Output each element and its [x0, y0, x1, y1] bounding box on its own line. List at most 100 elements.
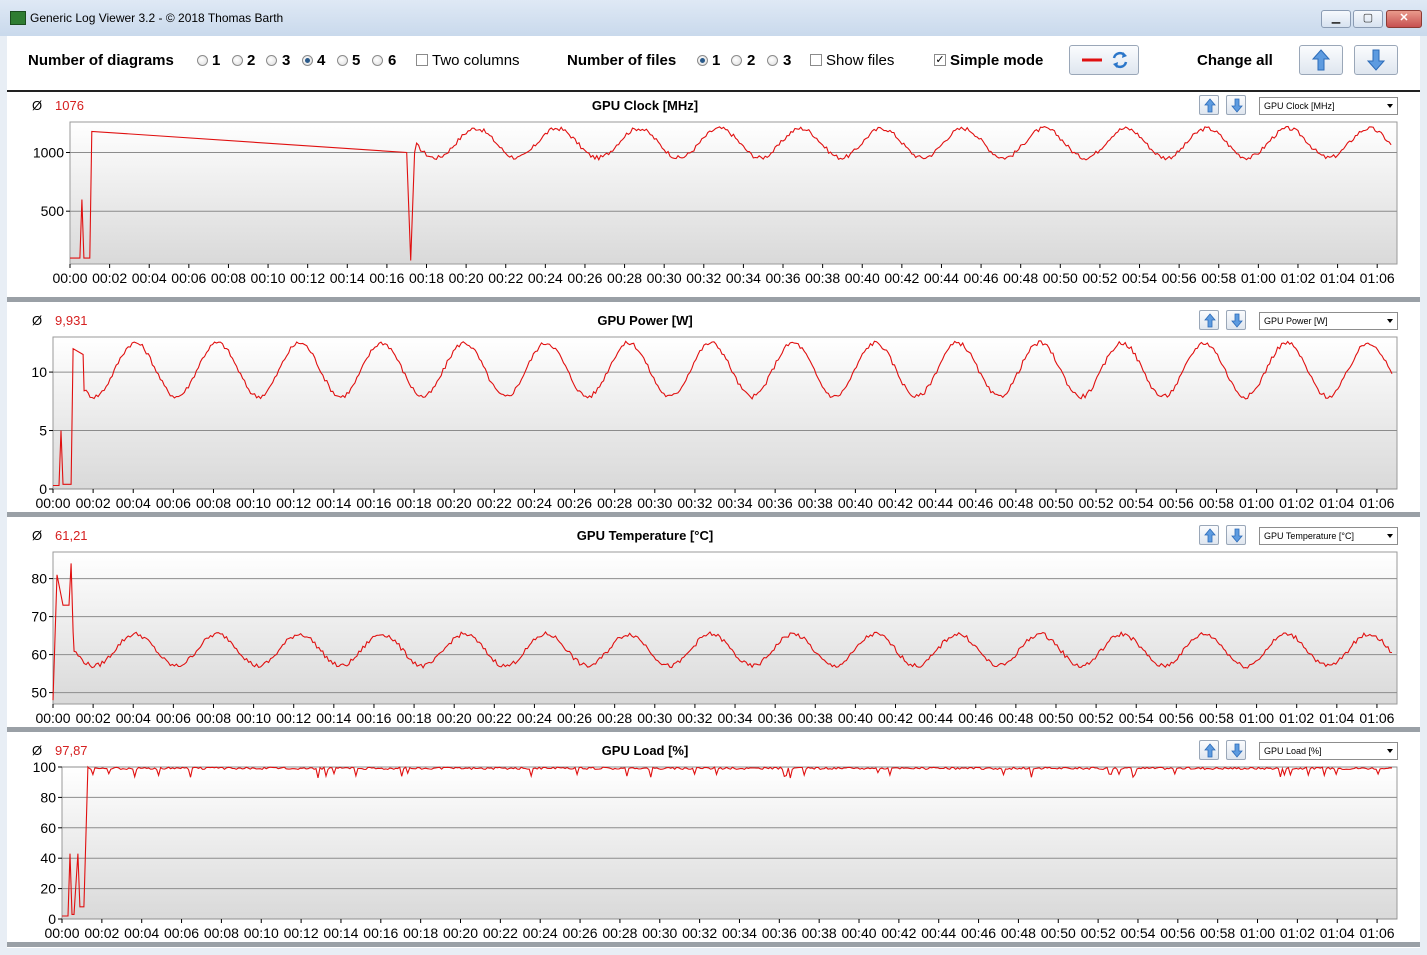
- series-select-value: GPU Clock [MHz]: [1264, 101, 1335, 111]
- chevron-down-icon: [1387, 319, 1393, 323]
- x-tick-label: 00:14: [316, 495, 351, 511]
- x-tick-label: 00:14: [323, 925, 358, 941]
- series-select[interactable]: GPU Power [W]: [1259, 312, 1398, 330]
- y-tick-label: 40: [40, 850, 56, 866]
- x-tick-label: 01:02: [1279, 495, 1314, 511]
- x-tick-label: 00:02: [76, 710, 111, 726]
- series-select[interactable]: GPU Temperature [°C]: [1259, 527, 1398, 545]
- x-tick-label: 00:20: [443, 925, 478, 941]
- title-bar: Generic Log Viewer 3.2 - © 2018 Thomas B…: [0, 0, 1427, 36]
- move-down-button[interactable]: [1226, 95, 1246, 115]
- close-button[interactable]: ✕: [1386, 10, 1422, 28]
- y-tick-label: 5: [39, 423, 47, 439]
- x-tick-label: 00:26: [563, 925, 598, 941]
- series-select[interactable]: GPU Clock [MHz]: [1259, 97, 1398, 115]
- file-radio-3[interactable]: [767, 55, 778, 66]
- x-tick-label: 00:34: [726, 270, 761, 286]
- move-up-button[interactable]: [1199, 740, 1219, 760]
- arrow-down-icon: [1231, 528, 1243, 543]
- x-tick-label: 00:24: [523, 925, 558, 941]
- x-tick-label: 01:00: [1240, 925, 1275, 941]
- y-tick-label: 50: [31, 685, 47, 701]
- maximize-button[interactable]: ▢: [1353, 10, 1383, 28]
- diagram-radio-1[interactable]: [197, 55, 208, 66]
- move-down-button[interactable]: [1226, 310, 1246, 330]
- x-tick-label: 00:54: [1120, 925, 1155, 941]
- line-chart: 50 60 70 80 00:00 00:02 00:04 00:06 00:08 00:10 00…: [31, 551, 1398, 726]
- show-files-checkbox[interactable]: [810, 54, 822, 66]
- series-line: [52, 563, 1393, 701]
- plot-area: [52, 336, 1398, 490]
- simple-mode-checkbox[interactable]: ✓: [934, 54, 946, 66]
- file-radio-2[interactable]: [731, 55, 742, 66]
- x-tick-label: 00:32: [686, 270, 721, 286]
- x-tick-label: 00:12: [284, 925, 319, 941]
- move-down-button[interactable]: [1226, 525, 1246, 545]
- x-tick-label: 00:20: [437, 710, 472, 726]
- x-tick-label: 00:16: [363, 925, 398, 941]
- red-line-icon: [1082, 58, 1102, 62]
- x-tick-label: 00:40: [841, 925, 876, 941]
- diagram-radio-5[interactable]: [337, 55, 348, 66]
- x-tick-label: 00:14: [330, 270, 365, 286]
- x-tick-label: 00:18: [397, 495, 432, 511]
- x-tick-label: 00:54: [1122, 270, 1157, 286]
- diagram-radio-4[interactable]: [302, 55, 313, 66]
- change-all-label: Change all: [1197, 52, 1273, 69]
- x-tick-label: 00:14: [316, 710, 351, 726]
- x-tick-label: 00:30: [637, 495, 672, 511]
- x-tick-label: 00:54: [1119, 710, 1154, 726]
- change-all-down-button[interactable]: [1354, 45, 1398, 75]
- x-tick-label: 00:18: [409, 270, 444, 286]
- arrow-down-icon: [1231, 743, 1243, 758]
- refresh-icon: [1112, 51, 1128, 69]
- move-down-button[interactable]: [1226, 740, 1246, 760]
- move-up-button[interactable]: [1199, 525, 1219, 545]
- x-tick-label: 00:58: [1201, 270, 1236, 286]
- move-up-button[interactable]: [1199, 95, 1219, 115]
- diagram-radio-2[interactable]: [232, 55, 243, 66]
- x-tick-label: 00:20: [449, 270, 484, 286]
- series-select-value: GPU Load [%]: [1264, 746, 1322, 756]
- diagram-radio-label-6: 6: [388, 52, 397, 69]
- file-radio-1[interactable]: [697, 55, 708, 66]
- x-tick-label: 01:04: [1319, 495, 1354, 511]
- x-tick-label: 00:52: [1082, 270, 1117, 286]
- x-tick-label: 01:00: [1239, 710, 1274, 726]
- x-tick-label: 00:00: [44, 925, 79, 941]
- diagram-radio-6[interactable]: [372, 55, 383, 66]
- x-tick-label: 00:24: [517, 495, 552, 511]
- toolbar: Number of diagrams 1 2 3 4 5 6 Two colum…: [7, 36, 1420, 92]
- x-tick-label: 00:42: [878, 495, 913, 511]
- x-tick-label: 00:08: [211, 270, 246, 286]
- x-tick-label: 00:44: [921, 925, 956, 941]
- x-tick-label: 00:36: [758, 495, 793, 511]
- x-tick-label: 00:12: [276, 495, 311, 511]
- x-tick-label: 00:04: [116, 495, 151, 511]
- two-columns-checkbox[interactable]: [416, 54, 428, 66]
- y-tick-label: 500: [41, 203, 65, 219]
- y-tick-label: 80: [31, 571, 47, 587]
- move-up-button[interactable]: [1199, 310, 1219, 330]
- x-tick-label: 00:22: [488, 270, 523, 286]
- change-all-up-button[interactable]: [1299, 45, 1343, 75]
- series-select[interactable]: GPU Load [%]: [1259, 742, 1398, 760]
- minimize-button[interactable]: ▁: [1321, 10, 1351, 28]
- diagram-radio-3[interactable]: [266, 55, 277, 66]
- simple-mode-label: Simple mode: [950, 52, 1044, 69]
- line-color-refresh-button[interactable]: [1069, 45, 1139, 75]
- diagram-radio-label-4: 4: [317, 52, 326, 69]
- plot-area: [52, 551, 1398, 705]
- x-tick-label: 01:04: [1320, 925, 1355, 941]
- x-tick-label: 00:36: [762, 925, 797, 941]
- diagram-radio-label-3: 3: [282, 52, 291, 69]
- y-tick-label: 100: [33, 759, 57, 775]
- x-tick-label: 00:44: [918, 495, 953, 511]
- x-tick-label: 00:42: [884, 270, 919, 286]
- x-tick-label: 00:56: [1159, 710, 1194, 726]
- chart-title: GPU Clock [MHz]: [591, 98, 699, 113]
- x-tick-label: 00:50: [1043, 270, 1078, 286]
- chart-panel-gpu-load: Ø 97,87 GPU Load [%] GPU Load [%] 0 20 40 60 80 1…: [7, 737, 1420, 947]
- arrow-down-icon: [1366, 49, 1386, 71]
